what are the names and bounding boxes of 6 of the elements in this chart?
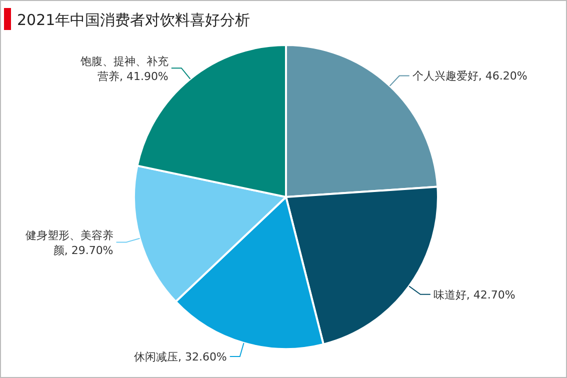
slice-label: 味道好, 42.70% [433, 288, 516, 302]
slice-label: 健身塑形、美容养颜, 29.70% [25, 229, 114, 258]
slice-label: 个人兴趣爱好, 46.20% [412, 70, 528, 83]
slice-label: 休闲减压, 32.60% [134, 350, 227, 364]
slice-label: 饱腹、提神、补充营养, 41.90% [79, 55, 168, 84]
chart-title: 2021年中国消费者对饮料喜好分析 [17, 11, 250, 29]
